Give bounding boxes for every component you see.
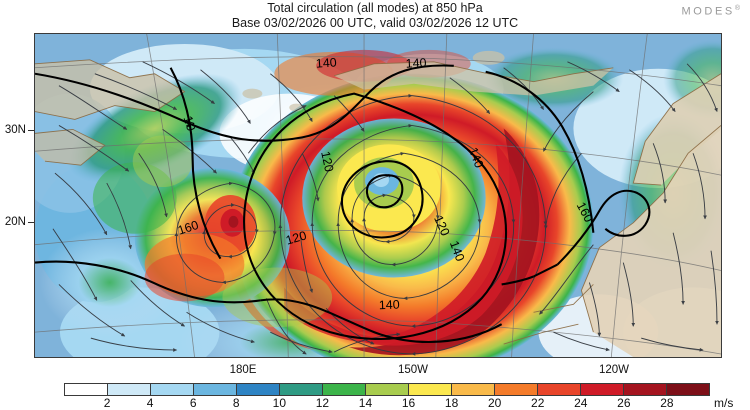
colorbar-segment	[65, 384, 108, 395]
lon-label-120w: 120W	[598, 364, 630, 376]
map-plot-area: 140 140 120 120 120 140 140 140 140 160 …	[34, 33, 722, 358]
lat-tick-20n	[28, 222, 34, 224]
chart-subtitle: Base 03/02/2026 00 UTC, valid 03/02/2026…	[231, 15, 519, 30]
colorbar-tick-label: 22	[531, 396, 545, 410]
lat-tick-30n	[28, 130, 34, 132]
colorbar-segment	[237, 384, 280, 395]
colorbar-segment	[409, 384, 452, 395]
colorbar-segment	[151, 384, 194, 395]
page-title: Total circulation (all modes) at 850 hPa	[267, 1, 483, 15]
colorbar-segment	[452, 384, 495, 395]
modes-watermark: MODES®	[681, 5, 740, 18]
colorbar	[64, 383, 710, 396]
colorbar-tick-label: 4	[146, 396, 154, 410]
colorbar-tick-label: 28	[660, 396, 674, 410]
colorbar-segment	[366, 384, 409, 395]
colorbar-tick-label: 20	[487, 396, 502, 410]
lat-label-20n: 20N	[4, 216, 26, 228]
lon-label-180e: 180E	[229, 364, 257, 376]
contour-label: 140	[315, 55, 337, 70]
colorbar-segment	[280, 384, 323, 395]
colorbar-tick-label: 8	[232, 396, 240, 410]
colorbar-tick-label: 16	[401, 396, 416, 410]
graticule	[35, 34, 721, 357]
coastline-layer	[35, 59, 721, 345]
colorbar-segment	[581, 384, 624, 395]
contour-label: 140	[379, 298, 400, 313]
colorbar-tick-label: 24	[574, 396, 588, 410]
contour-label: 160	[176, 218, 200, 238]
colorbar-segment	[624, 384, 667, 395]
contour-label: 140	[447, 239, 467, 263]
chart-title-block: Total circulation (all modes) at 850 hPa…	[0, 1, 750, 30]
contour-label: 140	[466, 146, 486, 170]
colorbar-segment	[108, 384, 151, 395]
colorbar-tick-label: 6	[189, 396, 197, 410]
colorbar-segment	[323, 384, 366, 395]
watermark-text: MODES	[681, 5, 735, 18]
colorbar-segment	[495, 384, 538, 395]
colorbar-segment	[538, 384, 581, 395]
contour-layer	[35, 64, 651, 344]
contour-label: 120	[284, 228, 308, 247]
colorbar-segment	[194, 384, 237, 395]
colorbar-segment	[667, 384, 709, 395]
colorbar-tick-label: 12	[315, 396, 330, 410]
lon-label-150w: 150W	[397, 364, 429, 376]
contour-label: 140	[405, 56, 427, 71]
colorbar-unit-label: m/s	[714, 396, 734, 410]
streamline-layer	[52, 61, 719, 356]
colorbar-tick-label: 10	[272, 396, 286, 410]
colorbar-tick-label: 14	[358, 396, 373, 410]
map-canvas: 140 140 120 120 120 140 140 140 140 160 …	[35, 34, 721, 357]
contour-label: 140	[180, 114, 198, 133]
colorbar-tick-label: 2	[103, 396, 111, 410]
contour-label: 120	[318, 150, 336, 173]
colorbar-tick-label: 26	[617, 396, 631, 410]
watermark-mark: ®	[734, 5, 740, 12]
lat-label-30n: 30N	[4, 124, 26, 136]
colorbar-tick-label: 18	[444, 396, 459, 410]
